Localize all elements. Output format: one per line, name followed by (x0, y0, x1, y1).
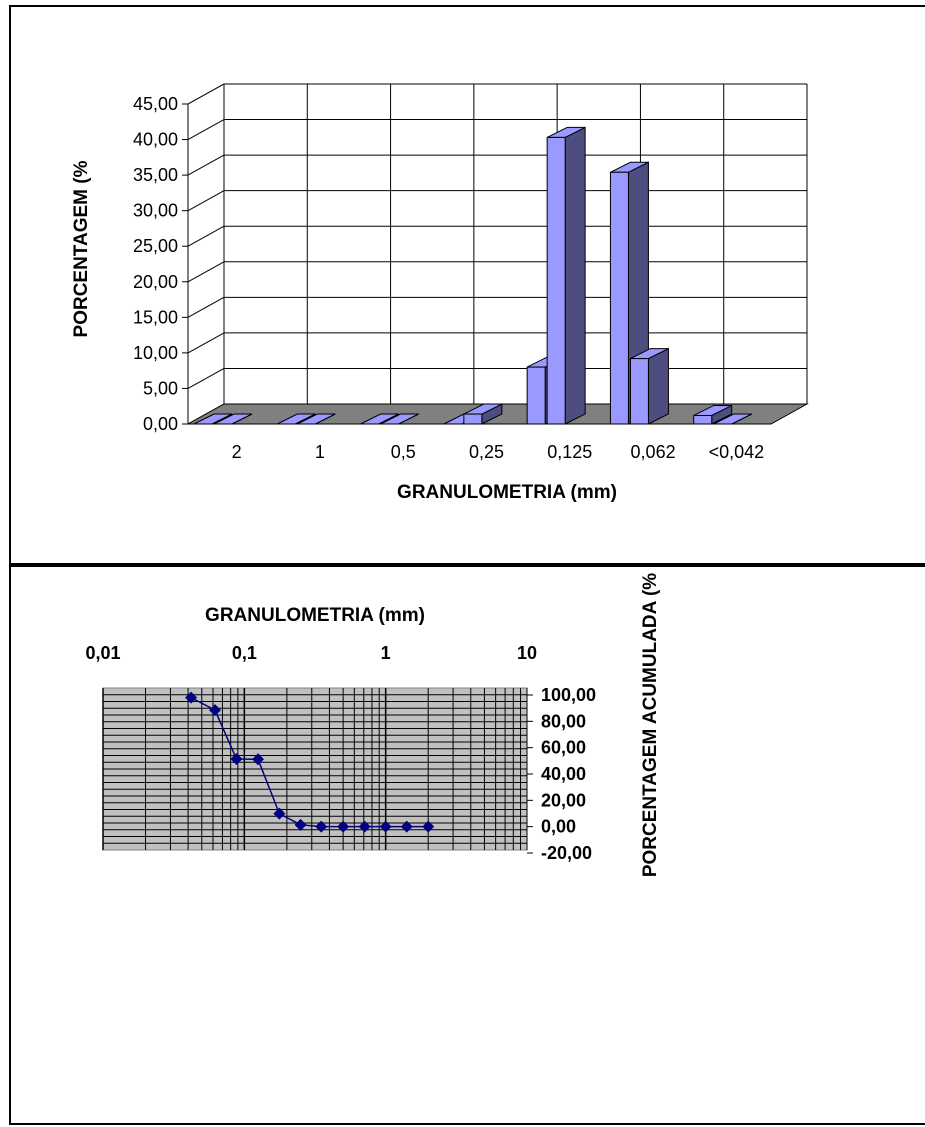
line-x-tick-label: 0,01 (85, 643, 120, 663)
bar-wall-gridline (187, 332, 225, 354)
bar-y-tick-label: 45,00 (133, 94, 178, 114)
bar-chart: 0,00 5,00 10,00 15,00 20,00 25,00 30,00 35,00 40… (71, 83, 809, 503)
bar-series1-top (193, 413, 233, 425)
bar-series2 (546, 136, 566, 425)
bar-y-tick-label: 15,00 (133, 307, 178, 327)
bar-wall-gridline (187, 225, 225, 247)
line-y-tick-label: 0,00 (541, 817, 576, 837)
bar-y-tick-label: 10,00 (133, 343, 178, 363)
bar-y-tick-label: 5,00 (143, 378, 178, 398)
bar-chart-panel: 0,00 5,00 10,00 15,00 20,00 25,00 30,00 35,00 40… (9, 5, 925, 565)
line-point (208, 704, 221, 717)
line-y-tick-label: 60,00 (541, 738, 586, 758)
bar-y-tick-label: 40,00 (133, 130, 178, 150)
bar-x-tick-label: 0,125 (547, 442, 592, 462)
bar-x-tick-label: <0,042 (709, 442, 765, 462)
line-point (185, 691, 198, 704)
line-point (294, 818, 307, 831)
bar-wall-gridline (187, 83, 225, 105)
bar-x-axis-title: GRANULOMETRIA (mm) (397, 482, 617, 503)
line-y-tick-label: 20,00 (541, 790, 586, 810)
line-point (252, 753, 265, 766)
line-x-axis-title: GRANULOMETRIA (mm) (205, 605, 425, 626)
line-point (422, 820, 435, 833)
bar-series1-top (360, 413, 399, 425)
line-chart-panel: GRANULOMETRIA (mm) 0,01 0,1 1 10 -20,00 0,00… (9, 565, 925, 1125)
line-point (230, 752, 243, 765)
bar-x-tick-label: 1 (315, 442, 325, 462)
bar-y-tick-label: 35,00 (133, 165, 178, 185)
line-x-tick-label: 10 (517, 643, 537, 663)
bar-y-axis-title: PORCENTAGEM (% (71, 160, 92, 337)
line-chart: GRANULOMETRIA (mm) 0,01 0,1 1 10 -20,00 0,00… (85, 573, 661, 877)
line-y-tick-label: 100,00 (541, 685, 596, 705)
line-y-tick-label: 80,00 (541, 711, 586, 731)
bar-series1 (526, 366, 546, 425)
line-point (358, 820, 371, 833)
bar-series1-top (277, 413, 316, 425)
bar-y-tick-label: 25,00 (133, 236, 178, 256)
bar-series2-top (213, 413, 253, 425)
line-point (315, 820, 328, 833)
line-x-tick-label: 0,1 (232, 643, 257, 663)
bar-series2-side (647, 347, 669, 425)
line-y-tick-label: -20,00 (541, 843, 592, 863)
line-point (379, 820, 392, 833)
line-point (400, 820, 413, 833)
bar-wall-gridline (187, 368, 225, 389)
bar-series2-top (380, 413, 419, 425)
bar-series2-top (297, 413, 336, 425)
bar-series2 (629, 358, 649, 425)
bar-wall-gridline (187, 119, 225, 140)
line-point (273, 807, 286, 820)
bar-y-tick-label: 30,00 (133, 201, 178, 221)
line-y-tick-label: 40,00 (541, 764, 586, 784)
bar-wall-gridline (187, 261, 225, 283)
bar-x-tick-label: 2 (232, 442, 242, 462)
bar-series1 (693, 414, 713, 425)
bar-x-tick-label: 0,062 (631, 442, 676, 462)
line-x-tick-label: 1 (381, 643, 391, 663)
line-y-axis-title: PORCENTAGEM ACUMULADA (% (640, 573, 661, 877)
bar-x-tick-label: 0,25 (469, 442, 504, 462)
bar-series2 (463, 413, 483, 425)
bar-wall-gridline (187, 190, 225, 212)
bar-series2-top (713, 413, 752, 425)
bar-y-tick-label: 20,00 (133, 272, 178, 292)
bar-x-tick-label: 0,5 (391, 442, 416, 462)
line-point (337, 820, 350, 833)
bar-series2-side (564, 126, 586, 425)
bar-wall-gridline (187, 296, 225, 318)
bar-wall-gridline (187, 154, 225, 176)
bar-y-tick-label: 0,00 (143, 414, 178, 434)
bar-series1 (609, 171, 629, 425)
